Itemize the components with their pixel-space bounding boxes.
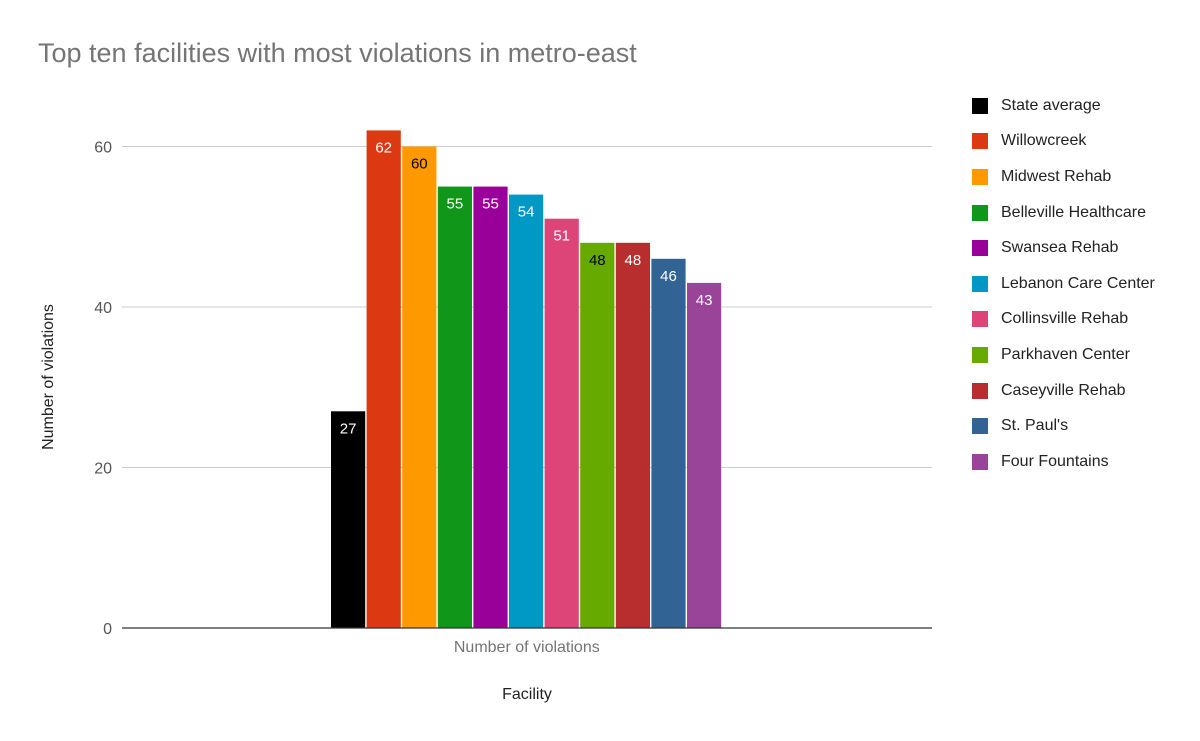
legend-label: State average xyxy=(1001,96,1101,114)
legend-swatch xyxy=(972,453,988,470)
legend-item: Midwest Rehab xyxy=(972,159,1155,195)
legend-label: Belleville Healthcare xyxy=(1001,203,1146,221)
legend-label: Parkhaven Center xyxy=(1001,345,1130,363)
legend-item: Caseyville Rehab xyxy=(972,373,1155,409)
legend-item: Collinsville Rehab xyxy=(972,302,1155,338)
legend-label: Midwest Rehab xyxy=(1001,167,1112,185)
legend-item: Belleville Healthcare xyxy=(972,195,1155,231)
legend-swatch xyxy=(972,382,988,399)
x-axis-title: Facility xyxy=(502,686,552,703)
legend-swatch xyxy=(972,418,988,435)
legend-item: Swansea Rehab xyxy=(972,230,1155,266)
legend-label: Collinsville Rehab xyxy=(1001,310,1129,328)
bar xyxy=(473,186,508,628)
legend-swatch xyxy=(972,204,988,221)
bar xyxy=(437,186,472,628)
bar-data-label: 48 xyxy=(589,252,606,269)
bar xyxy=(544,218,579,628)
bar xyxy=(402,146,437,628)
y-axis-ticks: 0 20 40 60 xyxy=(94,140,112,639)
bars xyxy=(331,130,722,629)
legend-label: St. Paul's xyxy=(1001,417,1069,435)
legend-swatch xyxy=(972,275,988,292)
chart-title: Top ten facilities with most violations … xyxy=(38,38,637,68)
legend-label: Caseyville Rehab xyxy=(1001,381,1126,399)
legend-label: Four Fountains xyxy=(1001,452,1109,470)
bar xyxy=(580,242,615,629)
legend-item: Four Fountains xyxy=(972,444,1155,480)
bar-data-label: 54 xyxy=(518,204,535,221)
bar xyxy=(366,130,401,628)
legend-swatch xyxy=(972,133,988,150)
bar-data-label: 46 xyxy=(660,268,677,285)
legend-swatch xyxy=(972,97,988,114)
legend-item: State average xyxy=(972,88,1155,124)
bar-data-label: 55 xyxy=(482,196,499,213)
y-tick-label: 0 xyxy=(103,621,112,638)
bar-data-label: 43 xyxy=(696,292,713,309)
bar-data-label: 48 xyxy=(625,252,642,269)
bar-data-label: 60 xyxy=(411,156,428,173)
legend-label: Willowcreek xyxy=(1001,132,1087,150)
y-tick-label: 60 xyxy=(94,140,112,157)
y-tick-label: 40 xyxy=(94,300,112,317)
y-tick-label: 20 xyxy=(94,461,112,478)
x-category-label: Number of violations xyxy=(454,639,600,656)
legend-item: St. Paul's xyxy=(972,408,1155,444)
bar-data-label: 51 xyxy=(553,228,570,245)
bar-data-label: 55 xyxy=(447,196,464,213)
legend-item: Parkhaven Center xyxy=(972,337,1155,373)
bar xyxy=(509,194,544,628)
legend-swatch xyxy=(972,346,988,363)
bar-data-label: 62 xyxy=(375,139,392,156)
bar-data-labels: 27 62 60 55 55 54 51 48 48 46 43 xyxy=(340,139,713,437)
y-axis-title: Number of violations xyxy=(40,304,57,450)
bar-data-label: 27 xyxy=(340,420,357,437)
bar xyxy=(651,258,686,628)
legend-swatch xyxy=(972,311,988,328)
legend-item: Lebanon Care Center xyxy=(972,266,1155,302)
legend-swatch xyxy=(972,240,988,257)
legend-swatch xyxy=(972,168,988,185)
bar xyxy=(687,282,722,628)
legend-label: Swansea Rehab xyxy=(1001,239,1119,257)
legend-label: Lebanon Care Center xyxy=(1001,274,1155,292)
legend-item: Willowcreek xyxy=(972,124,1155,160)
bar xyxy=(331,411,366,628)
bar xyxy=(615,242,650,629)
chart-legend: State average Willowcreek Midwest Rehab Bel… xyxy=(972,88,1155,480)
